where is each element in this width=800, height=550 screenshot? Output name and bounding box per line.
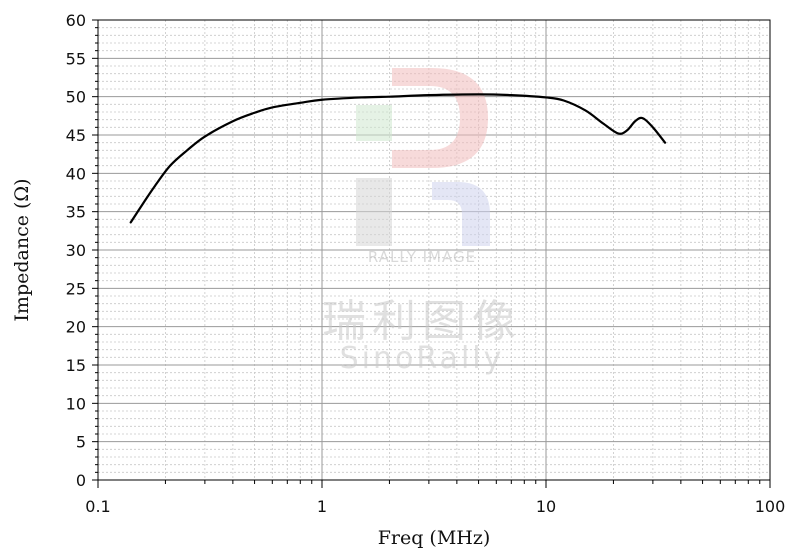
watermark-brand-en: RALLY IMAGE <box>368 248 476 266</box>
y-tick-label: 40 <box>66 164 86 183</box>
x-tick-label: 100 <box>755 497 786 516</box>
impedance-series-line <box>129 93 667 224</box>
y-tick-label: 25 <box>66 279 86 298</box>
y-tick-label: 45 <box>66 126 86 145</box>
watermark-brand-name: SinoRally <box>340 341 505 376</box>
x-tick-label: 0.1 <box>85 497 110 516</box>
y-axis-ticks: 0 5 10 15 20 25 30 35 40 45 50 55 60 <box>66 11 98 490</box>
y-tick-label: 15 <box>66 356 86 375</box>
y-tick-label: 55 <box>66 49 86 68</box>
y-tick-label: 30 <box>66 241 86 260</box>
y-tick-label: 35 <box>66 203 86 222</box>
x-axis-ticks: 0.1 1 10 100 <box>85 480 785 516</box>
y-axis-label: Impedance (Ω) <box>11 178 33 321</box>
watermark-logo: RALLY IMAGE 瑞利图像 SinoRally <box>322 68 522 376</box>
x-tick-label: 10 <box>536 497 556 516</box>
x-axis-label: Freq (MHz) <box>378 527 491 549</box>
y-tick-label: 60 <box>66 11 86 30</box>
x-tick-label: 1 <box>317 497 327 516</box>
y-tick-label: 5 <box>76 433 86 452</box>
y-tick-label: 10 <box>66 394 86 413</box>
watermark-brand-cn: 瑞利图像 <box>322 296 522 347</box>
y-tick-label: 0 <box>76 471 86 490</box>
y-tick-label: 50 <box>66 88 86 107</box>
y-tick-label: 20 <box>66 318 86 337</box>
